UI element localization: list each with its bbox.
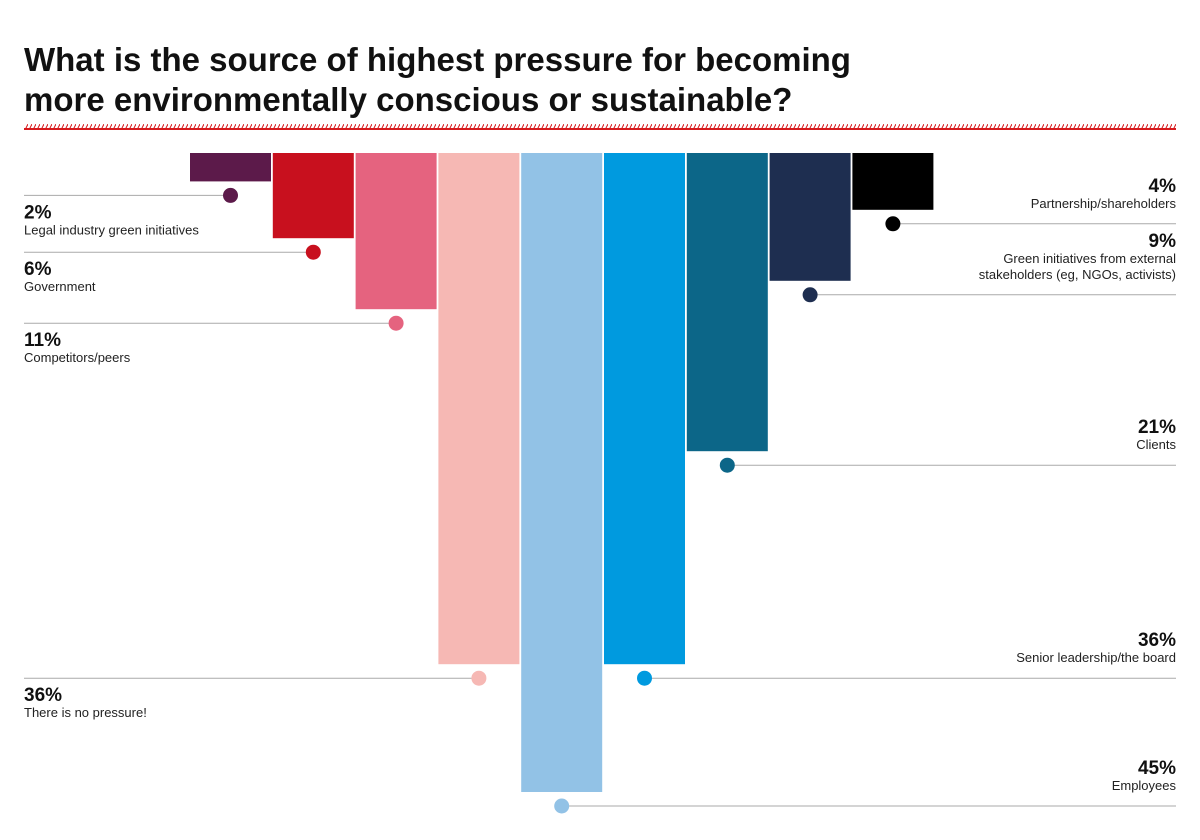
bar-0 — [190, 153, 271, 182]
title-line-1: What is the source of highest pressure f… — [24, 41, 851, 78]
marker-dot-4 — [554, 798, 570, 814]
marker-dot-3 — [471, 670, 487, 686]
title-line-2: more environmentally conscious or sustai… — [24, 81, 793, 118]
value-label-8: 4% — [1149, 176, 1177, 197]
category-label-4: Employees — [1112, 778, 1177, 793]
value-label-1: 6% — [24, 259, 52, 280]
bar-3 — [438, 153, 520, 665]
category-label-2: Competitors/peers — [24, 350, 131, 365]
value-label-7: 9% — [1149, 231, 1177, 252]
value-label-6: 21% — [1138, 417, 1176, 438]
category-label-7-line-1: stakeholders (eg, NGOs, activists) — [979, 267, 1176, 282]
category-label-6: Clients — [1136, 437, 1176, 452]
value-label-4: 45% — [1138, 758, 1176, 779]
marker-dot-0 — [223, 187, 238, 203]
value-label-5: 36% — [1138, 630, 1176, 651]
bar-6 — [686, 153, 768, 452]
marker-dot-2 — [388, 315, 404, 331]
category-label-7-line-0: Green initiatives from external — [1003, 251, 1176, 266]
bar-2 — [355, 153, 437, 310]
value-label-2: 11% — [24, 330, 61, 351]
bar-7 — [769, 153, 851, 281]
title-divider — [24, 124, 1176, 130]
bar-5 — [604, 153, 685, 665]
category-label-1: Government — [24, 279, 96, 294]
bar-4 — [521, 153, 603, 792]
category-label-5: Senior leadership/the board — [1016, 650, 1176, 665]
divider-hatch — [24, 124, 1176, 128]
marker-dot-6 — [719, 457, 735, 473]
page-title: What is the source of highest pressure f… — [24, 40, 1024, 120]
category-label-3: There is no pressure! — [24, 705, 147, 720]
marker-dot-7 — [802, 287, 818, 303]
bar-8 — [852, 153, 934, 210]
value-label-0: 2% — [24, 202, 52, 223]
bar-1 — [272, 153, 354, 239]
divider-line — [24, 128, 1176, 130]
marker-dot-8 — [885, 216, 901, 232]
category-label-0: Legal industry green initiatives — [24, 222, 199, 237]
category-label-8: Partnership/shareholders — [1031, 196, 1177, 211]
value-label-3: 36% — [24, 685, 62, 706]
marker-dot-1 — [305, 244, 321, 260]
marker-dot-5 — [637, 670, 652, 686]
